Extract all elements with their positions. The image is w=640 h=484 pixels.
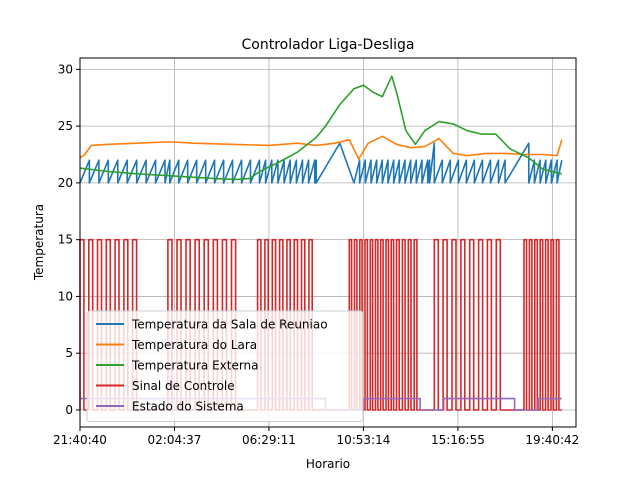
y-tick-label: 20 (58, 176, 73, 190)
x-tick-label: 19:40:42 (525, 433, 579, 447)
legend-label: Estado do Sistema (132, 400, 244, 414)
series-line-2 (79, 135, 563, 160)
y-tick-label: 10 (58, 289, 73, 303)
x-tick-label: 21:40:40 (53, 433, 107, 447)
series-line-4 (79, 238, 562, 411)
series-line-1 (79, 142, 563, 184)
y-tick-label: 0 (65, 403, 73, 417)
y-tick-label: 15 (58, 233, 73, 247)
x-tick-label: 06:29:11 (242, 433, 296, 447)
series-line-3 (79, 75, 562, 181)
chart-title: Controlador Liga-Desliga (242, 37, 415, 53)
y-tick-label: 25 (58, 119, 73, 133)
y-tick-label: 30 (58, 62, 73, 76)
x-axis-label: Horario (306, 457, 350, 471)
x-tick-label: 15:16:55 (431, 433, 485, 447)
legend-box (86, 310, 364, 422)
x-tick-label: 10:53:14 (336, 433, 390, 447)
axes: 21:40:40 02:04:37 06:29:11 10:53:14 15:16:55… (53, 62, 579, 447)
y-axis-label: Temperatura (32, 204, 46, 281)
legend-label: Sinal de Controle (132, 379, 235, 393)
plot-frame (79, 57, 577, 428)
legend-label: Temperatura da Sala de Reuniao (131, 318, 328, 332)
legend-label: Temperatura do Lara (131, 338, 257, 352)
x-tick-label: 02:04:37 (148, 433, 202, 447)
y-tick-label: 5 (65, 346, 73, 360)
legend: Temperatura da Sala de Reuniao Temperatur… (86, 310, 364, 422)
legend-label: Temperatura Externa (131, 359, 259, 373)
